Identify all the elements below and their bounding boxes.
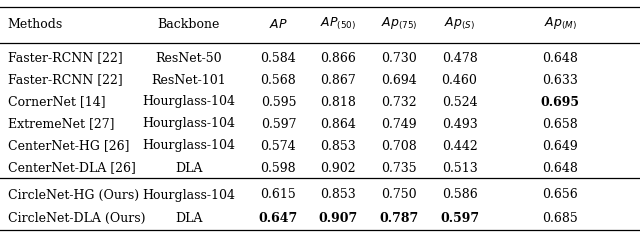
Text: 0.853: 0.853	[320, 189, 356, 202]
Text: 0.648: 0.648	[542, 51, 578, 64]
Text: CenterNet-HG [26]: CenterNet-HG [26]	[8, 139, 129, 152]
Text: 0.658: 0.658	[542, 118, 578, 131]
Text: 0.524: 0.524	[442, 96, 477, 109]
Text: Hourglass-104: Hourglass-104	[142, 118, 236, 131]
Text: 0.597: 0.597	[260, 118, 296, 131]
Text: 0.633: 0.633	[542, 73, 578, 87]
Text: Faster-RCNN [22]: Faster-RCNN [22]	[8, 73, 122, 87]
Text: DLA: DLA	[175, 161, 202, 174]
Text: $\mathit{Ap}_{(M)}$: $\mathit{Ap}_{(M)}$	[543, 16, 577, 32]
Text: 0.864: 0.864	[320, 118, 356, 131]
Text: $\mathit{AP}_{(50)}$: $\mathit{AP}_{(50)}$	[320, 16, 356, 32]
Text: 0.598: 0.598	[260, 161, 296, 174]
Text: 0.730: 0.730	[381, 51, 417, 64]
Text: Hourglass-104: Hourglass-104	[142, 139, 236, 152]
Text: 0.615: 0.615	[260, 189, 296, 202]
Text: 0.595: 0.595	[260, 96, 296, 109]
Text: $\mathit{Ap}_{(S)}$: $\mathit{Ap}_{(S)}$	[444, 16, 475, 32]
Text: 0.647: 0.647	[259, 211, 298, 224]
Text: Hourglass-104: Hourglass-104	[142, 96, 236, 109]
Text: 0.478: 0.478	[442, 51, 477, 64]
Text: CornerNet [14]: CornerNet [14]	[8, 96, 106, 109]
Text: 0.694: 0.694	[381, 73, 417, 87]
Text: 0.907: 0.907	[318, 211, 358, 224]
Text: 0.685: 0.685	[542, 211, 578, 224]
Text: $\mathit{AP}$: $\mathit{AP}$	[269, 17, 288, 30]
Text: ResNet-50: ResNet-50	[156, 51, 222, 64]
Text: DLA: DLA	[175, 211, 202, 224]
Text: ExtremeNet [27]: ExtremeNet [27]	[8, 118, 114, 131]
Text: 0.749: 0.749	[381, 118, 417, 131]
Text: 0.584: 0.584	[260, 51, 296, 64]
Text: 0.866: 0.866	[320, 51, 356, 64]
Text: 0.787: 0.787	[379, 211, 419, 224]
Text: 0.656: 0.656	[542, 189, 578, 202]
Text: 0.513: 0.513	[442, 161, 477, 174]
Text: 0.442: 0.442	[442, 139, 477, 152]
Text: 0.708: 0.708	[381, 139, 417, 152]
Text: 0.460: 0.460	[442, 73, 477, 87]
Text: Faster-RCNN [22]: Faster-RCNN [22]	[8, 51, 122, 64]
Text: 0.818: 0.818	[320, 96, 356, 109]
Text: 0.695: 0.695	[541, 96, 579, 109]
Text: Methods: Methods	[8, 17, 63, 30]
Text: 0.750: 0.750	[381, 189, 417, 202]
Text: 0.574: 0.574	[260, 139, 296, 152]
Text: 0.735: 0.735	[381, 161, 417, 174]
Text: 0.649: 0.649	[542, 139, 578, 152]
Text: Hourglass-104: Hourglass-104	[142, 189, 236, 202]
Text: 0.568: 0.568	[260, 73, 296, 87]
Text: ResNet-101: ResNet-101	[152, 73, 226, 87]
Text: 0.867: 0.867	[320, 73, 356, 87]
Text: 0.902: 0.902	[320, 161, 356, 174]
Text: 0.732: 0.732	[381, 96, 417, 109]
Text: 0.648: 0.648	[542, 161, 578, 174]
Text: 0.597: 0.597	[440, 211, 479, 224]
Text: CircleNet-DLA (Ours): CircleNet-DLA (Ours)	[8, 211, 145, 224]
Text: $\mathit{Ap}_{(75)}$: $\mathit{Ap}_{(75)}$	[381, 16, 417, 32]
Text: 0.853: 0.853	[320, 139, 356, 152]
Text: CircleNet-HG (Ours): CircleNet-HG (Ours)	[8, 189, 139, 202]
Text: 0.493: 0.493	[442, 118, 477, 131]
Text: Backbone: Backbone	[157, 17, 220, 30]
Text: 0.586: 0.586	[442, 189, 477, 202]
Text: CenterNet-DLA [26]: CenterNet-DLA [26]	[8, 161, 136, 174]
